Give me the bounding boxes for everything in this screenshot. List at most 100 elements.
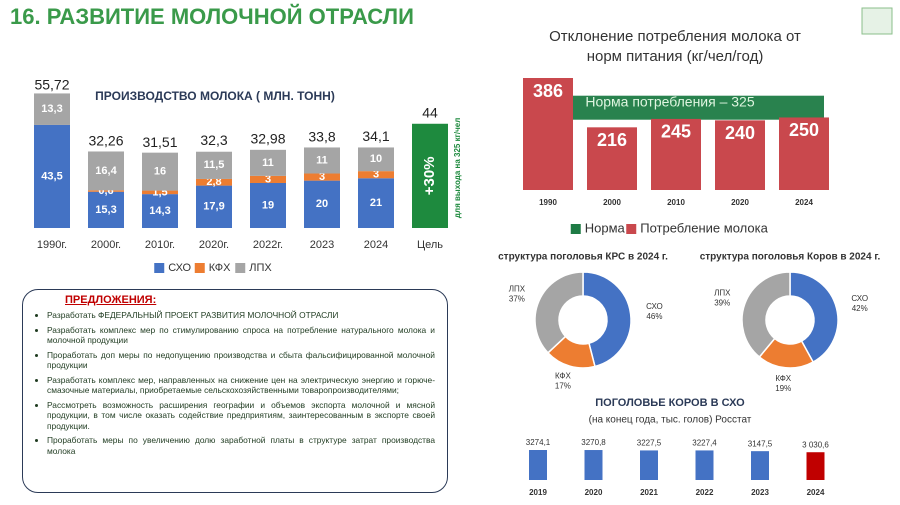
x-tick-label: 2024: [364, 239, 388, 251]
value-label: 43,5: [41, 170, 62, 182]
bar: [304, 180, 340, 228]
slice-value: 37%: [509, 295, 525, 304]
x-tick-label: 2024: [807, 488, 825, 497]
chart-subtitle: (на конец года, тыс. голов) Росстат: [589, 415, 752, 426]
bar: [142, 190, 178, 195]
legend-swatch: [235, 263, 246, 273]
target-bar: [412, 123, 448, 228]
x-tick-label: Цель: [417, 239, 443, 251]
x-tick-label: 2010: [667, 198, 685, 207]
total-label: 31,51: [142, 134, 177, 150]
slice-value: 17%: [555, 382, 571, 391]
bar: [88, 191, 124, 228]
value-label: 2,8: [206, 176, 221, 188]
x-tick-label: 2023: [751, 488, 769, 497]
legend-label: КФХ: [209, 262, 231, 274]
x-tick-label: 2022: [696, 488, 714, 497]
bar: [250, 149, 286, 176]
value-label: 245: [661, 122, 691, 142]
x-tick-label: 2000г.: [91, 239, 121, 251]
chart-title: норм питания (кг/чел/год): [587, 48, 764, 65]
proposals-list: Разработать ФЕДЕРАЛЬНЫЙ ПРОЕКТ РАЗВИТИЯ …: [35, 310, 435, 456]
x-tick-label: 2019: [529, 488, 547, 497]
legend-swatch: [570, 224, 581, 234]
proposals-box: ПРЕДЛОЖЕНИЯ: Разработать ФЕДЕРАЛЬНЫЙ ПРО…: [22, 289, 448, 493]
slice-label: СХО: [851, 294, 868, 303]
slide-title: 16. РАЗВИТИЕ МОЛОЧНОЙ ОТРАСЛИ: [10, 4, 414, 29]
total-label: 32,3: [200, 132, 227, 148]
bar: [751, 451, 769, 480]
pie-slice: [789, 271, 839, 364]
value-label: 16,4: [95, 165, 117, 177]
x-tick-label: 1990г.: [37, 239, 67, 251]
total-label: 32,98: [250, 131, 285, 147]
bar: [250, 182, 286, 228]
value-label: 3274,1: [526, 438, 551, 447]
total-label: 55,72: [34, 77, 69, 93]
bar: [523, 78, 573, 190]
bar: [88, 151, 124, 191]
target-note: для выхода на 325 кг/чел: [453, 118, 462, 218]
slice-label: ЛПХ: [714, 288, 731, 297]
bar: [34, 93, 70, 125]
bar: [304, 173, 340, 181]
value-label: 10: [370, 153, 382, 165]
value-label: 15,3: [95, 204, 116, 216]
pie-slice: [534, 271, 584, 354]
value-label: 13,3: [41, 103, 62, 115]
value-label: 21: [370, 197, 382, 209]
value-label: 16: [154, 166, 166, 178]
value-label: 17,9: [203, 201, 224, 213]
legend-swatch: [154, 263, 165, 273]
bar: [34, 124, 70, 228]
x-tick-label: 1990: [539, 198, 557, 207]
x-tick-label: 2023: [310, 239, 334, 251]
value-label: 3147,5: [748, 439, 773, 448]
value-label: 11: [316, 154, 328, 166]
bar: [196, 185, 232, 228]
bar: [695, 450, 714, 480]
slice-label: КФХ: [775, 374, 791, 383]
chart-title: структура поголовья КРС в 2024 г.: [498, 252, 668, 263]
bar: [640, 450, 658, 480]
norm-band: [528, 95, 824, 120]
value-label: 11: [262, 157, 274, 169]
bar: [806, 452, 825, 480]
bar: [196, 151, 232, 179]
value-label: 216: [597, 130, 627, 150]
slice-value: 42%: [852, 304, 868, 313]
value-label: 3227,4: [692, 439, 717, 448]
value-label: 19: [262, 199, 274, 211]
x-tick-label: 2022г.: [253, 239, 283, 251]
bar: [358, 171, 394, 179]
x-tick-label: 2020: [585, 488, 603, 497]
bar: [358, 178, 394, 228]
value-label: 240: [725, 123, 755, 143]
value-label: 386: [533, 81, 563, 101]
x-tick-label: 2020: [731, 198, 749, 207]
bar: [715, 120, 765, 190]
x-tick-label: 2020г.: [199, 239, 229, 251]
legend-label: СХО: [168, 262, 191, 274]
proposal: Разработать ФЕДЕРАЛЬНЫЙ ПРОЕКТ РАЗВИТИЯ …: [47, 310, 435, 321]
proposal: Разработать комплекс мер по стимулирован…: [47, 325, 435, 346]
value-label: 3227,5: [637, 439, 662, 448]
legend-label: ЛПХ: [249, 262, 272, 274]
value-label: 3: [373, 169, 379, 181]
bar: [88, 190, 124, 192]
x-tick-label: 2010г.: [145, 239, 175, 251]
bar: [250, 175, 286, 183]
value-label: 20: [316, 198, 328, 210]
slice-label: КФХ: [555, 372, 571, 381]
bar: [651, 118, 701, 190]
total-label: 44: [422, 104, 438, 120]
slice-label: СХО: [646, 302, 663, 311]
total-label: 33,8: [308, 129, 335, 145]
chart-title: структура поголовья Коров в 2024 г.: [700, 252, 881, 263]
proposal: Рассмотреть возможность расширения геогр…: [47, 400, 435, 432]
bar: [196, 178, 232, 186]
total-label: 32,26: [88, 132, 123, 148]
pie-slice: [741, 271, 791, 359]
value-label: 3 030,6: [802, 440, 829, 449]
